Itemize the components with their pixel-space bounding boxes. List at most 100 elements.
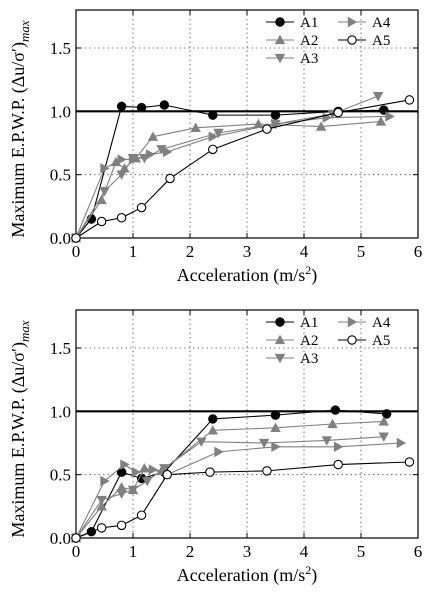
x-tick-label: 6 [414,542,423,561]
x-axis-label: Acceleration (m/s2) [177,563,317,586]
legend-label-a4: A4 [372,15,391,31]
legend: A1 A2 A3 A4 A5 [266,15,391,67]
data-point-a4 [396,437,407,449]
x-tick-label: 1 [129,542,138,561]
y-tick-label: 0.0 [50,229,71,248]
data-point-a5 [136,510,147,520]
data-point-a5 [116,212,127,223]
data-point-a5 [162,469,172,480]
data-point-a4 [334,441,344,452]
data-point-a3 [96,495,107,506]
legend-label-a3: A3 [300,351,318,367]
y-tick-label: 0.0 [50,529,71,548]
data-point-a2 [190,122,201,132]
x-axis-label: Acceleration (m/s2) [177,263,317,286]
data-point-a2 [207,425,218,435]
y-tick-label: 0.5 [50,166,71,185]
data-point-a1 [381,409,392,419]
data-point-a4 [271,118,281,130]
x-axis-label-tail: ) [311,265,317,286]
data-point-a4 [214,446,224,458]
data-point-a4 [120,459,130,470]
y-tick-label: 1.5 [50,39,71,58]
legend-marker-a2 [274,334,286,345]
data-point-a5 [404,457,415,467]
y-axis-label-subscript: max [17,20,32,42]
legend-marker-a4 [347,16,358,28]
legend-marker-a3 [274,353,286,364]
data-point-a5 [71,533,81,543]
data-point-a2 [147,131,159,141]
data-point-a4 [148,464,159,475]
data-point-a3 [142,476,153,487]
legend-marker-a1 [275,317,285,327]
data-point-a3 [116,170,127,180]
legend-marker-a1 [275,17,285,27]
data-point-a2 [119,163,130,173]
legend-label-a5: A5 [372,33,390,49]
legend-label-a2: A2 [300,333,318,349]
data-point-a5 [208,144,218,155]
y-axis-label: Maximum E.P.W.P. (Δu/σ′)max [8,320,32,537]
data-point-a4 [385,111,395,122]
data-point-a5 [96,523,107,533]
y-tick-label: 0.5 [50,466,71,485]
y-tick-label: 1.5 [50,339,71,358]
data-point-a3 [378,432,389,442]
legend-label-a1: A1 [300,315,318,331]
x-tick-label: 5 [357,542,366,561]
data-point-a1 [116,101,127,111]
data-point-a3 [196,437,207,447]
data-point-a2 [96,194,107,205]
y-tick-label: 1.0 [50,102,71,121]
data-point-a1 [208,110,218,120]
legend-label-a2: A2 [300,33,318,49]
data-point-a2 [96,501,107,511]
legend-label-a4: A4 [372,315,391,331]
y-axis-label-subscript: max [17,320,32,342]
data-point-a3 [321,436,332,446]
data-point-a2 [378,416,389,426]
data-point-a1 [136,102,147,113]
legend-marker-a5 [347,335,357,345]
data-point-a2 [270,422,281,432]
data-point-a5 [165,173,175,184]
x-tick-label: 0 [72,542,81,561]
data-point-a4 [145,149,156,160]
x-tick-label: 4 [300,542,309,561]
y-tick-label: 1.0 [50,402,71,421]
series-line-a2 [75,120,381,239]
x-tick-label: 2 [186,542,195,561]
chart-panel-2: 0 1 2 3 4 5 6 0.0 0.5 1.0 1.5 Acceleration (m/s2) Ma… [8,309,423,586]
data-point-a5 [333,107,343,118]
x-tick-label: 4 [300,242,309,261]
data-point-a1 [270,110,281,120]
data-point-a5 [116,520,127,531]
data-point-a2 [116,482,127,492]
series-line-a3 [75,436,384,539]
data-point-a1 [208,414,218,424]
data-point-a4 [271,441,281,452]
data-point-a4 [322,112,332,123]
data-point-a3 [159,464,170,474]
series-line-a2 [75,420,384,539]
x-axis-label-tail: ) [311,565,317,586]
data-point-a2 [327,418,338,429]
series-line-a4 [75,442,401,539]
x-tick-label: 3 [243,242,252,261]
legend-marker-a4 [347,316,358,328]
data-point-a5 [205,467,215,477]
chart-panel-1: 0 1 2 3 4 5 6 0.0 0.5 1.0 1.5 Acceleration (m/s2) Ma… [8,9,423,286]
legend-marker-a5 [347,35,357,45]
data-point-a1 [330,405,341,415]
data-point-a5 [71,233,81,243]
x-tick-label: 6 [414,242,423,261]
data-point-a4 [131,466,142,478]
data-point-a5 [262,124,272,134]
data-point-a3 [99,186,110,197]
data-point-a3 [213,128,224,139]
data-point-a4 [128,154,139,165]
legend: A1 A2 A3 A4 A5 [266,315,391,367]
x-tick-label: 1 [129,242,138,261]
